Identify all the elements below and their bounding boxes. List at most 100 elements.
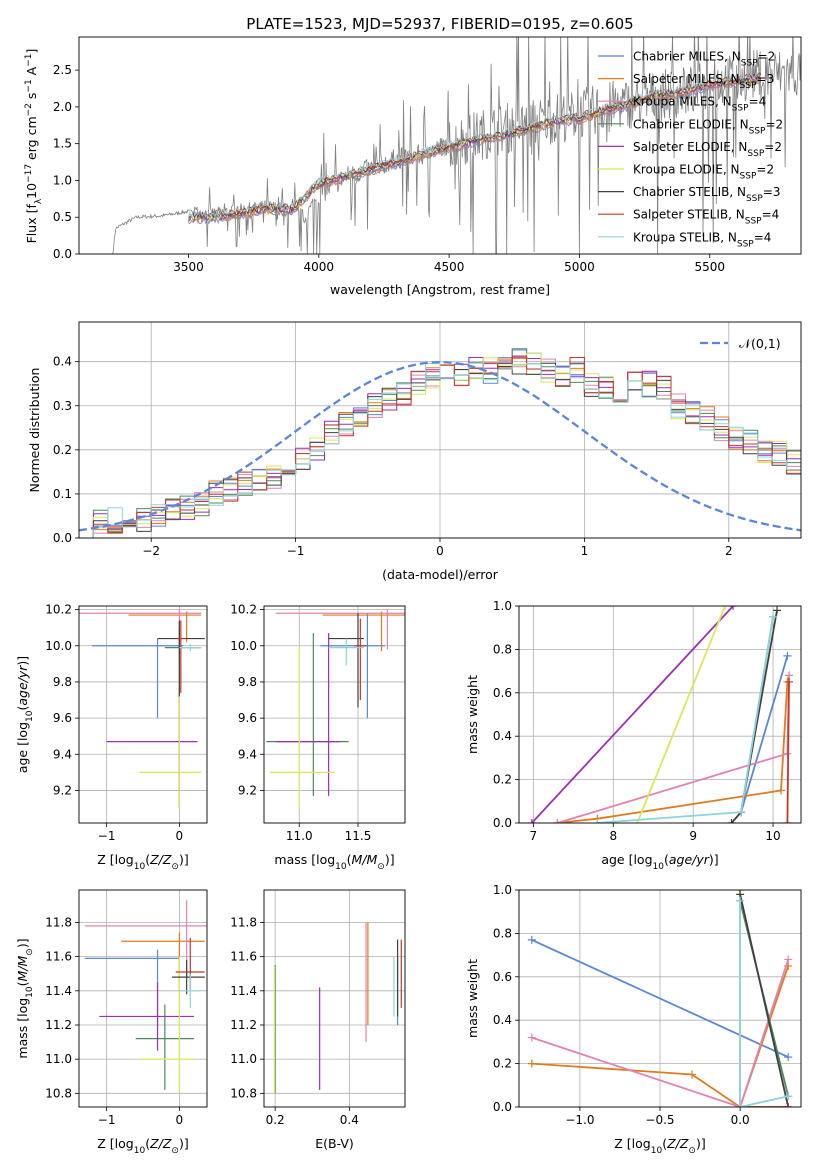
weight-line-7 xyxy=(786,681,790,823)
x-axis-label: E(B-V) xyxy=(315,1136,354,1151)
y-tick-label: 11.8 xyxy=(45,915,72,929)
y-tick-label: 9.4 xyxy=(238,747,257,761)
y-tick-label: 11.6 xyxy=(45,950,72,964)
y-tick-label: 9.4 xyxy=(53,747,72,761)
y-tick-label: 9.8 xyxy=(238,675,257,689)
weight-point-marker xyxy=(784,1103,793,1107)
weight-point-marker xyxy=(527,819,536,823)
y-axis-label: age [log10(age/yr)] xyxy=(15,656,35,773)
y-tick-label: 1.5 xyxy=(53,137,72,151)
weight-point-marker xyxy=(721,606,730,610)
y-tick-label: 11.8 xyxy=(230,915,257,929)
x-tick-label: −1 xyxy=(98,829,116,843)
weight-line-6 xyxy=(739,894,790,1107)
x-tick-label: −1 xyxy=(287,544,305,558)
y-tick-label: 10.8 xyxy=(230,1086,257,1100)
weight-point-marker xyxy=(527,1033,536,1042)
legend-label-0: Chabrier MILES, NSSP=2 xyxy=(633,50,775,69)
x-tick-label: 11.0 xyxy=(286,829,313,843)
y-tick-label: 10.0 xyxy=(45,639,72,653)
x-tick-label: 0 xyxy=(436,544,444,558)
y-tick-label: 0.2 xyxy=(53,443,72,457)
weight-point-marker xyxy=(527,1059,536,1068)
y-tick-label: 0.0 xyxy=(493,1100,512,1114)
x-tick-label: 2 xyxy=(725,544,733,558)
y-tick-label: 1.0 xyxy=(53,173,72,187)
x-tick-label: −2 xyxy=(142,544,160,558)
y-tick-label: 0.5 xyxy=(53,210,72,224)
y-tick-label: 2.5 xyxy=(53,63,72,77)
y-tick-label: 0.6 xyxy=(493,686,512,700)
histogram-step-6 xyxy=(79,362,801,538)
y-tick-label: 11.2 xyxy=(230,1018,257,1032)
x-axis-label: age [log10(age/yr)] xyxy=(601,852,718,872)
weight-point-marker xyxy=(727,819,736,823)
weight-vs-age-panel: 7 8 9 10 0.0 0.2 0.4 0.6 0.8 1.0 age [log10(age/yr… xyxy=(465,599,802,872)
weight-point-marker xyxy=(736,1103,745,1107)
x-axis-label: wavelength [Angstrom, rest frame] xyxy=(330,282,550,297)
errorbar-area xyxy=(273,922,402,1094)
weight-point-marker xyxy=(785,677,794,686)
y-tick-label: 9.6 xyxy=(53,711,72,725)
weight-point-marker xyxy=(784,1053,793,1062)
weight-point-marker xyxy=(553,819,562,823)
histogram-step-1 xyxy=(79,357,801,538)
histogram-step-4 xyxy=(79,356,801,538)
y-tick-label: 0.2 xyxy=(493,773,512,787)
y-axis-label: mass weight xyxy=(465,675,480,754)
y-tick-label: 0.0 xyxy=(53,531,72,545)
y-tick-label: 11.4 xyxy=(230,984,257,998)
axes-frame xyxy=(78,321,802,539)
y-tick-label: 9.2 xyxy=(53,783,72,797)
weight-line-0 xyxy=(531,939,789,1058)
x-tick-label: 4000 xyxy=(304,260,335,274)
x-tick-label: −1.0 xyxy=(565,1113,594,1127)
y-tick-label: 11.2 xyxy=(45,1018,72,1032)
y-tick-label: 0.4 xyxy=(493,729,512,743)
weight-point-marker xyxy=(737,808,746,817)
y-axis-label: Flux [fλ10−17 erg cm−2 s−1 A−1] xyxy=(24,49,44,244)
weight-vs-metallicity-panel: −1.0 −0.5 0.0 0.0 0.2 0.4 0.6 0.8 1.0 Z [log10(Z/… xyxy=(465,883,802,1156)
x-axis-label: (data-model)/error xyxy=(382,567,499,582)
legend-label-3: Chabrier ELODIE, NSSP=2 xyxy=(633,117,783,136)
legend-label-7: Salpeter STELIB, NSSP=4 xyxy=(633,208,779,227)
y-tick-label: 9.8 xyxy=(53,675,72,689)
spectrum-panel: 3500 4000 4500 5000 5500 0.0 0.5 1.0 1.5 2.0 2.5 Ch… xyxy=(24,36,802,297)
histogram-step-2 xyxy=(79,358,801,538)
errorbar-area xyxy=(79,609,205,809)
legend-label-2: Kroupa MILES, NSSP=4 xyxy=(633,95,766,114)
weight-line-1 xyxy=(557,675,790,823)
age-vs-metallicity-panel: −1 0 9.2 9.4 9.6 9.8 10.0 10.2 Z [log10(Z/Z⊙)] ag… xyxy=(15,603,208,872)
y-tick-label: 0.8 xyxy=(493,642,512,656)
weight-lines-area xyxy=(527,606,794,823)
y-tick-label: 11.6 xyxy=(230,950,257,964)
weight-point-marker xyxy=(736,896,745,905)
y-tick-label: 0.4 xyxy=(493,1013,512,1027)
weight-point-marker xyxy=(729,606,738,610)
y-tick-label: 9.6 xyxy=(238,711,257,725)
histogram-step-8 xyxy=(79,362,801,538)
weight-line-2 xyxy=(531,959,790,1107)
mass-vs-metallicity-panel: −1 0 10.8 11.0 11.2 11.4 11.6 11.8 Z [log10(Z/Z⊙… xyxy=(15,889,208,1156)
weight-point-marker xyxy=(688,1070,697,1079)
x-tick-label: 11.5 xyxy=(345,829,372,843)
mass-vs-extinction-panel: 0.2 0.4 10.8 11.0 11.2 11.4 11.6 11.8 E(B-V) xyxy=(230,889,406,1151)
x-axis-label: Z [log10(Z/Z⊙)] xyxy=(97,1136,188,1156)
y-tick-label: 1.0 xyxy=(493,599,512,613)
x-tick-label: 0 xyxy=(176,1113,184,1127)
histogram-step-7 xyxy=(79,355,801,538)
weight-lines-area xyxy=(527,890,793,1107)
axes-frame xyxy=(263,605,406,824)
weight-line-4 xyxy=(531,606,734,823)
axes-frame xyxy=(78,889,208,1108)
x-axis-label: Z [log10(Z/Z⊙)] xyxy=(614,1136,705,1156)
weight-line-0 xyxy=(740,655,789,813)
legend-label-1: Salpeter MILES, NSSP=3 xyxy=(633,72,774,91)
legend-label-6: Chabrier STELIB, NSSP=3 xyxy=(633,185,781,204)
x-tick-label: −1 xyxy=(98,1113,116,1127)
axes-frame xyxy=(263,889,406,1108)
model-fit-line-6 xyxy=(188,73,761,220)
legend-label-normal: 𝒩(0,1) xyxy=(739,336,781,351)
x-tick-label: 5500 xyxy=(694,260,725,274)
model-fit-line-8 xyxy=(188,70,762,219)
